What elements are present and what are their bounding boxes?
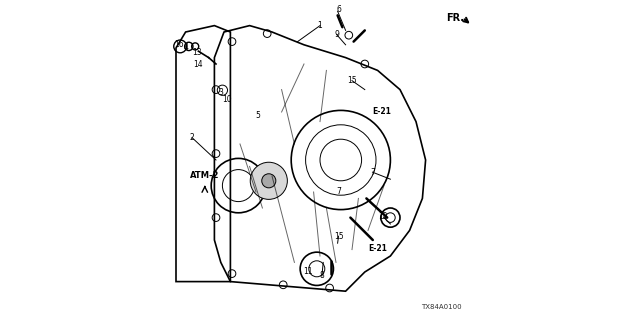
Text: 1: 1	[317, 21, 323, 30]
Text: 11: 11	[303, 267, 312, 276]
Text: 13: 13	[192, 48, 202, 57]
Text: 6: 6	[336, 5, 341, 14]
Text: 7: 7	[370, 168, 375, 177]
Text: FR.: FR.	[447, 12, 465, 23]
Text: 4: 4	[184, 43, 189, 52]
Text: 7: 7	[337, 187, 342, 196]
Circle shape	[250, 162, 287, 199]
Text: 9: 9	[334, 30, 339, 39]
Text: ATM-2: ATM-2	[190, 171, 220, 180]
Text: 8: 8	[319, 271, 324, 280]
Text: 2: 2	[189, 133, 195, 142]
Text: 15: 15	[333, 232, 344, 241]
Text: E-21: E-21	[372, 107, 390, 116]
Text: 3: 3	[218, 88, 223, 97]
Circle shape	[262, 174, 276, 188]
Text: 16: 16	[173, 40, 184, 49]
Text: E-21: E-21	[369, 244, 387, 253]
Text: TX84A0100: TX84A0100	[420, 304, 461, 310]
Text: 12: 12	[379, 212, 388, 221]
Text: 14: 14	[193, 60, 204, 68]
Text: 15: 15	[347, 76, 357, 85]
Text: 5: 5	[255, 111, 260, 120]
Text: 10: 10	[221, 95, 232, 104]
